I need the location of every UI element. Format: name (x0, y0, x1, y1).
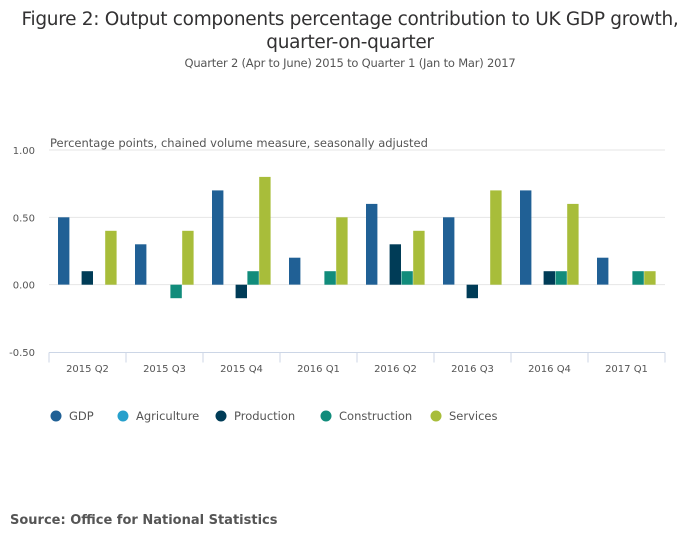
bar-gdp-2016-q4 (520, 190, 532, 285)
legend-item-construction[interactable]: Construction (320, 409, 413, 423)
legend-item-agriculture[interactable]: Agriculture (117, 409, 200, 423)
bar-services-2015-q4 (259, 176, 271, 285)
bar-production-2016-q4 (543, 271, 555, 285)
x-tick-label: 2017 Q1 (605, 364, 648, 375)
legend-item-production[interactable]: Production (215, 409, 296, 423)
x-tick-label: 2016 Q1 (297, 364, 340, 375)
y-tick-label: -0.50 (9, 348, 35, 359)
chart-title: Figure 2: Output components percentage c… (0, 8, 700, 54)
legend-marker-icon (430, 410, 442, 422)
legend-label: Services (449, 409, 498, 423)
legend-item-services[interactable]: Services (430, 409, 498, 423)
legend-label: Agriculture (136, 409, 199, 423)
bar-services-2015-q2 (105, 230, 117, 285)
x-tick-label: 2015 Q4 (220, 364, 263, 375)
legend-marker-icon (117, 410, 129, 422)
legend-label: GDP (69, 409, 94, 423)
bar-services-2016-q4 (567, 203, 579, 285)
y-tick-label: 1.00 (13, 146, 35, 157)
bar-gdp-2017-q1 (597, 257, 609, 285)
bar-construction-2017-q1 (632, 271, 644, 285)
bar-gdp-2015-q2 (58, 217, 70, 285)
bar-construction-2016-q1 (324, 271, 336, 285)
y-tick-label: 0.00 (13, 281, 35, 292)
bar-gdp-2016-q2 (366, 203, 378, 285)
bar-construction-2015-q3 (170, 284, 182, 299)
legend-marker-icon (215, 410, 227, 422)
legend-label: Construction (339, 409, 412, 423)
x-tick-label: 2015 Q2 (66, 364, 109, 375)
bar-gdp-2015-q3 (135, 244, 147, 285)
bar-services-2016-q2 (413, 230, 425, 285)
bar-services-2016-q1 (336, 217, 348, 285)
chart-title-line-1: Figure 2: Output components percentage c… (21, 9, 679, 30)
x-tick-label: 2016 Q2 (374, 364, 417, 375)
bar-services-2015-q3 (182, 230, 194, 285)
bar-production-2016-q3 (466, 284, 478, 299)
x-tick-label: 2015 Q3 (143, 364, 186, 375)
bar-production-2015-q4 (235, 284, 247, 299)
bar-services-2017-q1 (644, 271, 656, 285)
bar-gdp-2015-q4 (212, 190, 224, 285)
x-tick-label: 2016 Q3 (451, 364, 494, 375)
bar-production-2016-q2 (389, 244, 401, 285)
y-tick-label: 0.50 (13, 213, 35, 224)
legend-item-gdp[interactable]: GDP (50, 409, 94, 423)
bar-construction-2016-q4 (555, 271, 567, 285)
chart-title-line-2: quarter-on-quarter (266, 32, 434, 53)
legend-marker-icon (320, 410, 332, 422)
bar-gdp-2016-q1 (289, 257, 301, 285)
y-axis-unit-label: Percentage points, chained volume measur… (50, 136, 428, 150)
bar-gdp-2016-q3 (443, 217, 455, 285)
bar-services-2016-q3 (490, 190, 502, 285)
bar-production-2015-q2 (81, 271, 93, 285)
bar-construction-2016-q2 (401, 271, 413, 285)
x-tick-label: 2016 Q4 (528, 364, 571, 375)
source-note: Source: Office for National Statistics (10, 513, 278, 528)
legend-label: Production (234, 409, 295, 423)
bar-construction-2015-q4 (247, 271, 259, 285)
chart-subtitle: Quarter 2 (Apr to June) 2015 to Quarter … (184, 56, 516, 70)
legend-marker-icon (50, 410, 62, 422)
